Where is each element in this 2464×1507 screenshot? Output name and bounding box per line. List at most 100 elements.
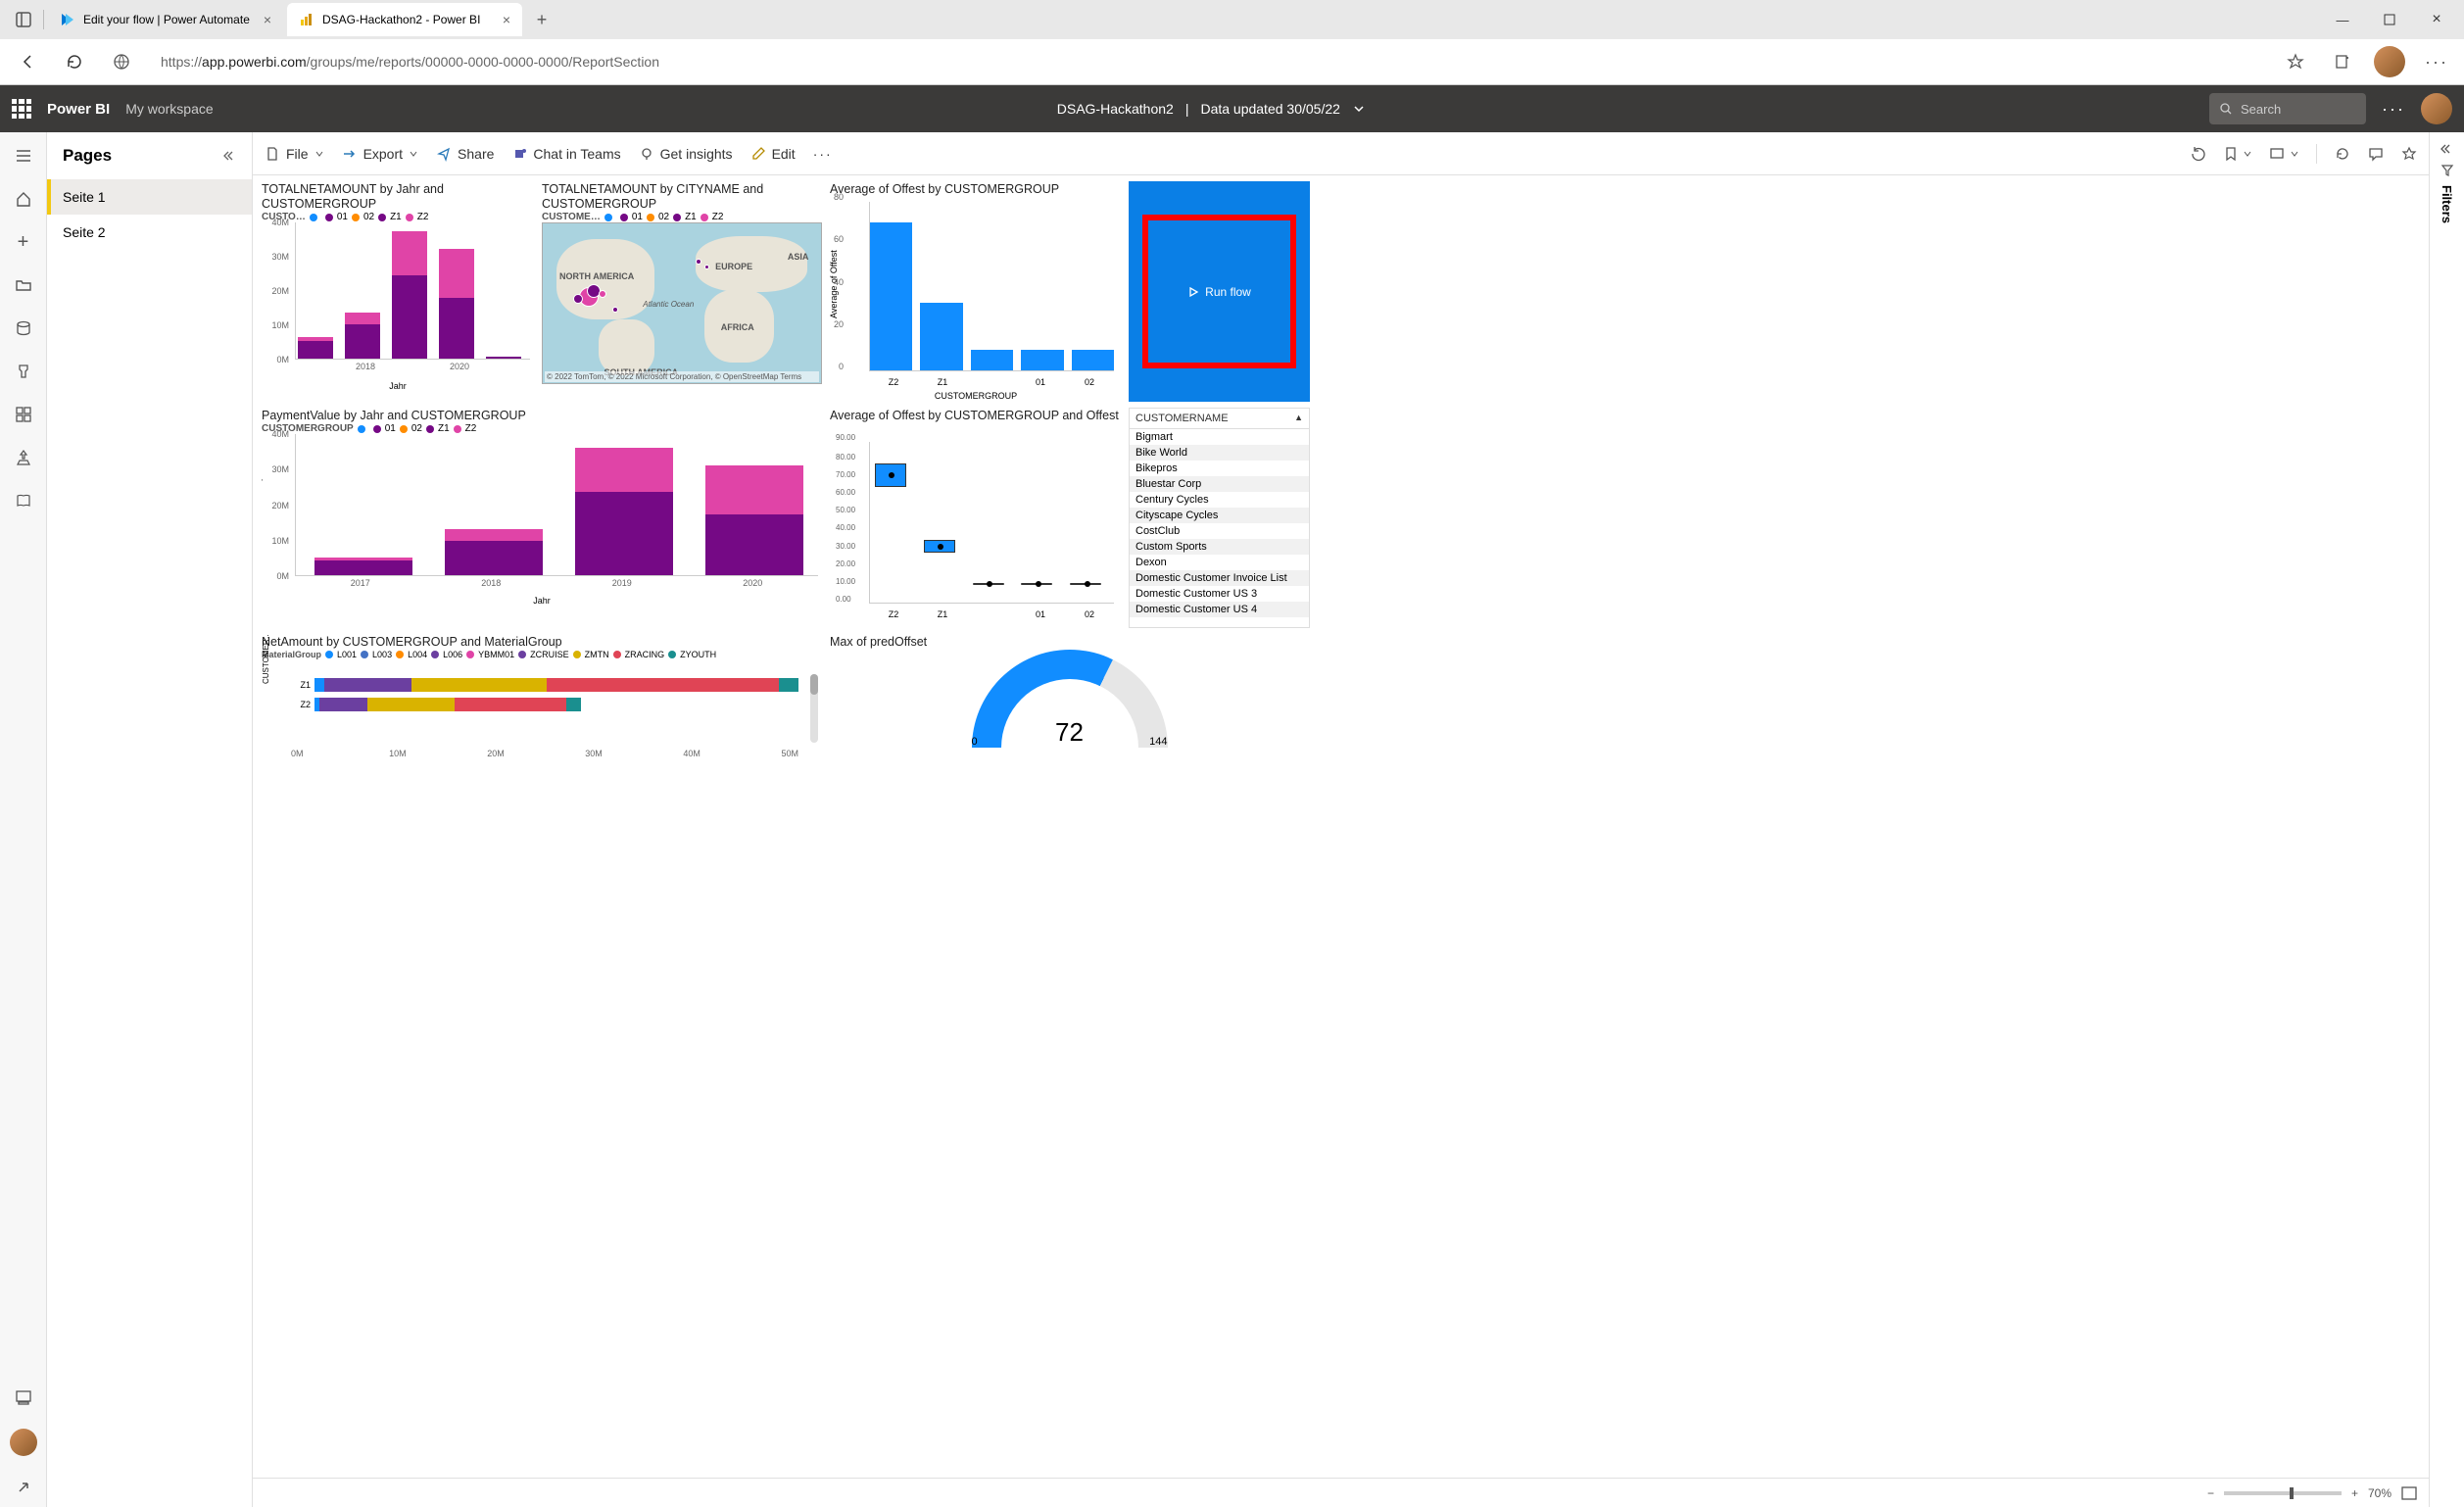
scrollbar[interactable] [810, 674, 818, 743]
browser-menu-button[interactable]: ··· [2421, 46, 2452, 77]
browser-tab-0[interactable]: Edit your flow | Power Automate × [48, 3, 283, 36]
favorite-toolbar-button[interactable] [2401, 146, 2417, 162]
reset-button[interactable] [2191, 146, 2206, 162]
tab-title: Edit your flow | Power Automate [83, 13, 250, 26]
profile-avatar[interactable] [2374, 46, 2405, 77]
maximize-button[interactable] [2370, 4, 2409, 35]
new-tab-button[interactable]: + [526, 4, 557, 35]
url-host: app.powerbi.com [202, 54, 307, 70]
favorite-button[interactable] [2280, 46, 2311, 77]
pages-title: Pages [63, 146, 112, 166]
table-row[interactable]: Cityscape Cycles [1130, 508, 1309, 523]
more-options-button[interactable]: ··· [2382, 99, 2405, 120]
expand-filters-icon[interactable] [2440, 142, 2454, 156]
insights-button[interactable]: Get insights [639, 146, 733, 162]
address-bar[interactable]: https://app.powerbi.com/groups/me/report… [153, 54, 2264, 70]
learn-icon[interactable] [12, 489, 35, 512]
share-button[interactable]: Share [436, 146, 494, 162]
close-icon[interactable]: × [503, 12, 510, 27]
search-placeholder: Search [2241, 102, 2281, 117]
table-header[interactable]: CUSTOMERNAME [1135, 413, 1229, 424]
edit-button[interactable]: Edit [750, 146, 796, 162]
chart-avg-offset-group[interactable]: Average of Offest by CUSTOMERGROUP Avera… [829, 181, 1123, 402]
url-path: /groups/me/reports/00000-0000-0000-0000/… [307, 54, 659, 70]
expand-icon[interactable] [12, 1476, 35, 1499]
table-row[interactable]: Dexon [1130, 555, 1309, 570]
table-row[interactable]: Bluestar Corp [1130, 476, 1309, 492]
sort-icon[interactable]: ▲ [1294, 413, 1303, 424]
more-menu[interactable]: ··· [813, 146, 833, 162]
chart-totalnetamount-map[interactable]: TOTALNETAMOUNT by CITYNAME and CUSTOMERG… [541, 181, 823, 402]
table-row[interactable]: Domestic Customer US 3 [1130, 586, 1309, 602]
goals-icon[interactable] [12, 360, 35, 383]
data-updated[interactable]: Data updated 30/05/22 [1200, 101, 1339, 117]
zoom-out-button[interactable]: − [2207, 1486, 2214, 1500]
export-menu[interactable]: Export [342, 146, 418, 162]
browse-icon[interactable] [12, 273, 35, 297]
customer-table[interactable]: CUSTOMERNAME ▲ BigmartBike WorldBikepros… [1129, 408, 1310, 628]
deployment-icon[interactable] [12, 446, 35, 469]
chart-avg-offset-box[interactable]: Average of Offest by CUSTOMERGROUP and O… [829, 408, 1123, 628]
minimize-button[interactable]: — [2323, 4, 2362, 35]
browser-tab-1[interactable]: DSAG-Hackathon2 - Power BI × [287, 3, 522, 36]
chart-totalnetamount-jahr[interactable]: TOTALNETAMOUNT by Jahr and CUSTOMERGROUP… [261, 181, 535, 402]
close-window-button[interactable]: × [2417, 4, 2456, 35]
back-button[interactable] [12, 46, 43, 77]
workspaces-icon[interactable] [12, 1385, 35, 1409]
tab-title: DSAG-Hackathon2 - Power BI [322, 13, 480, 26]
app-launcher-icon[interactable] [12, 99, 31, 119]
zoom-slider[interactable] [2224, 1491, 2342, 1495]
table-row[interactable]: Bigmart [1130, 429, 1309, 445]
file-menu[interactable]: File [265, 146, 324, 162]
view-button[interactable] [2269, 147, 2298, 161]
collections-button[interactable] [2327, 46, 2358, 77]
table-row[interactable]: Bike World [1130, 445, 1309, 461]
report-footer: − + 70% [253, 1478, 2429, 1507]
refresh-button[interactable] [59, 46, 90, 77]
report-name: DSAG-Hackathon2 [1057, 101, 1174, 117]
table-row[interactable]: CostClub [1130, 523, 1309, 539]
rail-user-avatar[interactable] [10, 1429, 37, 1456]
user-avatar[interactable] [2421, 93, 2452, 124]
gauge-predoffset[interactable]: Max of predOffset 72 0 144 [829, 634, 1310, 761]
run-flow-button[interactable]: Run flow [1142, 215, 1296, 367]
data-hub-icon[interactable] [12, 316, 35, 340]
world-map[interactable]: NORTH AMERICA EUROPE ASIA AFRICA SOUTH A… [542, 222, 822, 384]
bookmark-button[interactable] [2224, 146, 2251, 162]
chat-teams-button[interactable]: Chat in Teams [511, 146, 620, 162]
collapse-pages-icon[interactable] [220, 148, 236, 164]
chevron-down-icon[interactable] [1352, 102, 1366, 116]
pages-panel: Pages Seite 1 Seite 2 [47, 132, 253, 1507]
power-automate-icon [60, 12, 75, 27]
page-item-0[interactable]: Seite 1 [47, 179, 252, 215]
table-row[interactable]: Domestic Customer Invoice List [1130, 570, 1309, 586]
comment-button[interactable] [2368, 146, 2384, 162]
close-icon[interactable]: × [264, 12, 271, 27]
chart-netamount-material[interactable]: NetAmount by CUSTOMERGROUP and MaterialG… [261, 634, 823, 761]
filters-rail[interactable]: Filters [2429, 132, 2464, 1507]
gauge-value: 72 [1055, 717, 1084, 748]
run-flow-tile[interactable]: Run flow [1129, 181, 1310, 402]
nav-rail: + [0, 132, 47, 1507]
table-row[interactable]: Custom Sports [1130, 539, 1309, 555]
menu-icon[interactable] [12, 144, 35, 168]
apps-icon[interactable] [12, 403, 35, 426]
chart-paymentvalue[interactable]: PaymentValue by Jahr and CUSTOMERGROUP C… [261, 408, 823, 628]
report-toolbar: File Export Share Chat in Teams Get insi… [253, 132, 2429, 175]
zoom-in-button[interactable]: + [2351, 1486, 2358, 1500]
search-input[interactable]: Search [2209, 93, 2366, 124]
workspace-name[interactable]: My workspace [125, 101, 213, 117]
page-item-1[interactable]: Seite 2 [47, 215, 252, 250]
table-row[interactable]: Bikepros [1130, 461, 1309, 476]
site-info-icon[interactable] [106, 46, 137, 77]
report-canvas: TOTALNETAMOUNT by Jahr and CUSTOMERGROUP… [253, 175, 2429, 1478]
fit-page-button[interactable] [2401, 1486, 2417, 1500]
refresh-visual-button[interactable] [2335, 146, 2350, 162]
home-icon[interactable] [12, 187, 35, 211]
zoom-level: 70% [2368, 1486, 2392, 1500]
tab-actions-icon[interactable] [8, 4, 39, 35]
create-icon[interactable]: + [12, 230, 35, 254]
table-row[interactable]: Century Cycles [1130, 492, 1309, 508]
search-icon [2219, 102, 2233, 116]
table-row[interactable]: Domestic Customer US 4 [1130, 602, 1309, 617]
